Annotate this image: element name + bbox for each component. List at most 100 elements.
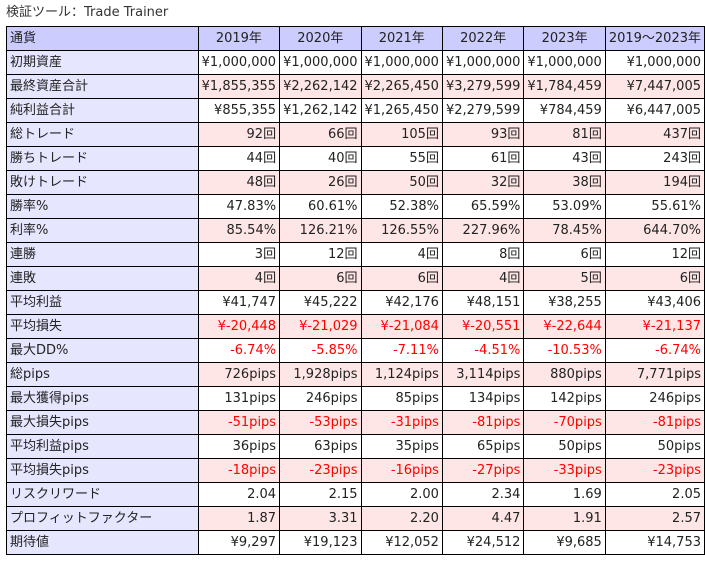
value-cell: 3回 xyxy=(197,242,281,267)
value-cell: 4.47 xyxy=(441,506,525,531)
value-cell: -7.11% xyxy=(360,338,443,363)
value-cell: -6.74% xyxy=(197,338,281,363)
value-cell: ¥7,447,005 xyxy=(604,74,705,99)
table-row: 勝ちトレード 44回 40回 55回 61回 43回 243回 xyxy=(6,146,705,171)
value-cell: 60.61% xyxy=(279,194,362,219)
value-cell: 2.20 xyxy=(360,506,443,531)
value-cell: ¥-21,084 xyxy=(360,314,443,339)
table-body: 初期資産 ¥1,000,000 ¥1,000,000 ¥1,000,000 ¥1,000… xyxy=(6,50,705,555)
value-cell: ¥3,279,599 xyxy=(441,74,525,99)
header-total-cell: 2019〜2023年 xyxy=(604,26,705,51)
value-cell: 81回 xyxy=(523,122,606,147)
header-year-cell: 2021年 xyxy=(360,26,443,51)
value-cell: ¥1,265,450 xyxy=(360,98,443,123)
value-cell: ¥2,265,450 xyxy=(360,74,443,99)
value-cell: 2.34 xyxy=(441,482,525,507)
value-cell: 53.09% xyxy=(523,194,606,219)
value-cell: 126.55% xyxy=(360,218,443,243)
table-row: 敗けトレード 48回 26回 50回 32回 38回 194回 xyxy=(6,170,705,195)
value-cell: 2.00 xyxy=(360,482,443,507)
value-cell: 1.87 xyxy=(197,506,281,531)
value-cell: ¥784,459 xyxy=(523,98,606,123)
table-row: リスクリワード 2.04 2.15 2.00 2.34 1.69 2.05 xyxy=(6,482,705,507)
value-cell: 3,114pips xyxy=(441,362,525,387)
value-cell: 93回 xyxy=(441,122,525,147)
value-cell: 44回 xyxy=(197,146,281,171)
value-cell: -23pips xyxy=(279,458,362,483)
row-label-cell: 最大獲得pips xyxy=(6,386,199,411)
table-row: プロフィットファクター 1.87 3.31 2.20 4.47 1.91 2.57 xyxy=(6,506,705,531)
value-cell: 50pips xyxy=(604,434,705,459)
value-cell: ¥1,784,459 xyxy=(523,74,606,99)
value-cell: ¥42,176 xyxy=(360,290,443,315)
row-label-cell: 勝率% xyxy=(6,194,199,219)
value-cell: 50pips xyxy=(523,434,606,459)
value-cell: -23pips xyxy=(604,458,705,483)
value-cell: ¥1,000,000 xyxy=(441,50,525,75)
row-label-cell: 総pips xyxy=(6,362,199,387)
value-cell: ¥1,000,000 xyxy=(197,50,281,75)
value-cell: -18pips xyxy=(197,458,281,483)
backtest-results-table: 通貨 2019年 2020年 2021年 2022年 2023年 2019〜20… xyxy=(6,26,705,555)
value-cell: 726pips xyxy=(197,362,281,387)
table-row: 連勝 3回 12回 4回 8回 6回 12回 xyxy=(6,242,705,267)
value-cell: 1.69 xyxy=(523,482,606,507)
value-cell: 880pips xyxy=(523,362,606,387)
value-cell: -27pips xyxy=(441,458,525,483)
value-cell: ¥38,255 xyxy=(523,290,606,315)
value-cell: 6回 xyxy=(604,266,705,291)
value-cell: -70pips xyxy=(523,410,606,435)
value-cell: -16pips xyxy=(360,458,443,483)
row-label-cell: リスクリワード xyxy=(6,482,199,507)
value-cell: 7,771pips xyxy=(604,362,705,387)
value-cell: ¥1,000,000 xyxy=(523,50,606,75)
row-label-cell: 純利益合計 xyxy=(6,98,199,123)
value-cell: ¥1,000,000 xyxy=(360,50,443,75)
row-label-cell: 平均利益pips xyxy=(6,434,199,459)
value-cell: 644.70% xyxy=(604,218,705,243)
table-caption: 検証ツール：Trade Trainer xyxy=(6,5,169,20)
value-cell: 55.61% xyxy=(604,194,705,219)
value-cell: 48回 xyxy=(197,170,281,195)
table-row: 最大損失pips -51pips -53pips -31pips -81pips -70p… xyxy=(6,410,705,435)
value-cell: ¥1,000,000 xyxy=(604,50,705,75)
value-cell: 194回 xyxy=(604,170,705,195)
value-cell: -10.53% xyxy=(523,338,606,363)
value-cell: 437回 xyxy=(604,122,705,147)
row-label-cell: 平均損失 xyxy=(6,314,199,339)
value-cell: 65pips xyxy=(441,434,525,459)
row-label-cell: プロフィットファクター xyxy=(6,506,199,531)
value-cell: -81pips xyxy=(441,410,525,435)
value-cell: ¥-20,448 xyxy=(197,314,281,339)
table-row: 平均利益 ¥41,747 ¥45,222 ¥42,176 ¥48,151 ¥38,255 ¥… xyxy=(6,290,705,315)
value-cell: 2.15 xyxy=(279,482,362,507)
value-cell: 1.91 xyxy=(523,506,606,531)
value-cell: 78.45% xyxy=(523,218,606,243)
header-year-cell: 2022年 xyxy=(441,26,525,51)
value-cell: 26回 xyxy=(279,170,362,195)
table-row: 平均損失pips -18pips -23pips -16pips -27pips -33p… xyxy=(6,458,705,483)
table-row: 平均利益pips 36pips 63pips 35pips 65pips 50pips 50… xyxy=(6,434,705,459)
value-cell: -5.85% xyxy=(279,338,362,363)
value-cell: 52.38% xyxy=(360,194,443,219)
header-year-cell: 2023年 xyxy=(523,26,606,51)
value-cell: -31pips xyxy=(360,410,443,435)
value-cell: ¥12,052 xyxy=(360,530,443,555)
value-cell: ¥45,222 xyxy=(279,290,362,315)
value-cell: 50回 xyxy=(360,170,443,195)
value-cell: ¥14,753 xyxy=(604,530,705,555)
value-cell: 65.59% xyxy=(441,194,525,219)
value-cell: 92回 xyxy=(197,122,281,147)
value-cell: 1,124pips xyxy=(360,362,443,387)
table-row: 初期資産 ¥1,000,000 ¥1,000,000 ¥1,000,000 ¥1,000… xyxy=(6,50,705,75)
value-cell: 8回 xyxy=(441,242,525,267)
value-cell: ¥9,685 xyxy=(523,530,606,555)
table-row: 最終資産合計 ¥1,855,355 ¥2,262,142 ¥2,265,450 ¥3,2… xyxy=(6,74,705,99)
value-cell: 40回 xyxy=(279,146,362,171)
value-cell: ¥855,355 xyxy=(197,98,281,123)
table-row: 純利益合計 ¥855,355 ¥1,262,142 ¥1,265,450 ¥2,279,… xyxy=(6,98,705,123)
row-label-cell: 利率% xyxy=(6,218,199,243)
value-cell: 131pips xyxy=(197,386,281,411)
row-label-cell: 連勝 xyxy=(6,242,199,267)
value-cell: 1,928pips xyxy=(279,362,362,387)
